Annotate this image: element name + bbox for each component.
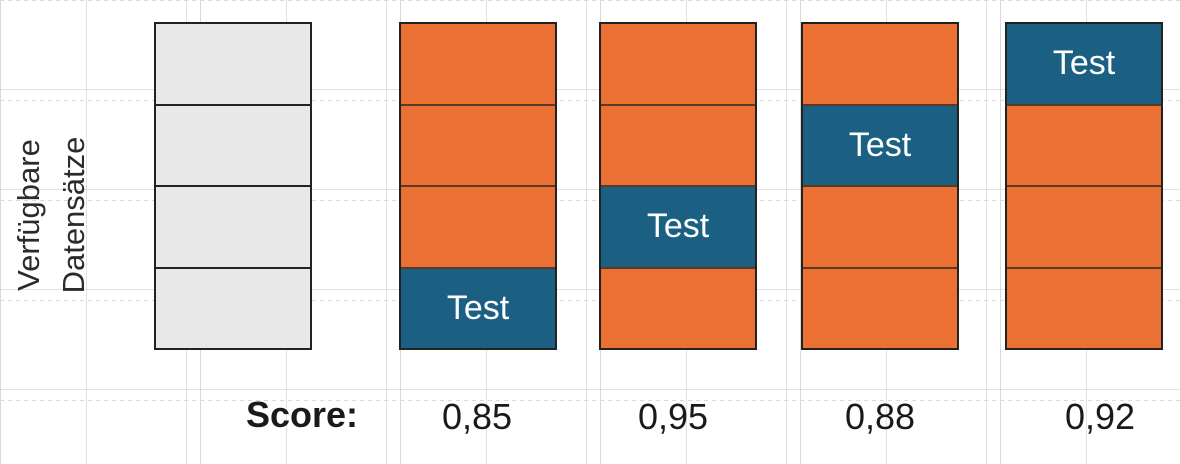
- test-cell: Test: [1007, 24, 1161, 104]
- train-cell: [1007, 103, 1161, 185]
- y-axis-label: Verfügbare Datensätze: [6, 100, 96, 330]
- train-cell: [803, 185, 957, 267]
- available-cell: [156, 266, 310, 348]
- score-label: Score:: [246, 394, 359, 435]
- fold-1-score: 0,85: [441, 396, 513, 437]
- fold-4-column: Test: [1005, 22, 1163, 350]
- fold-4-score: 0,92: [1064, 396, 1136, 437]
- train-cell: [401, 103, 555, 185]
- y-axis-label-line1: Verfügbare: [11, 139, 46, 291]
- test-cell: Test: [601, 185, 755, 267]
- fold-2-score: 0,95: [637, 396, 709, 437]
- train-cell: [601, 24, 755, 104]
- available-data-column: [154, 22, 312, 350]
- available-cell: [156, 185, 310, 267]
- available-cell: [156, 24, 310, 104]
- train-cell: [601, 103, 755, 185]
- fold-3-column: Test: [801, 22, 959, 350]
- test-cell: Test: [803, 103, 957, 185]
- train-cell: [803, 24, 957, 104]
- fold-1-column: Test: [399, 22, 557, 350]
- y-axis-label-line2: Datensätze: [56, 136, 91, 294]
- test-cell: Test: [401, 266, 555, 348]
- train-cell: [1007, 185, 1161, 267]
- available-cell: [156, 103, 310, 185]
- train-cell: [401, 24, 555, 104]
- train-cell: [601, 266, 755, 348]
- fold-3-score: 0,88: [844, 396, 916, 437]
- train-cell: [401, 185, 555, 267]
- fold-2-column: Test: [599, 22, 757, 350]
- train-cell: [1007, 266, 1161, 348]
- train-cell: [803, 266, 957, 348]
